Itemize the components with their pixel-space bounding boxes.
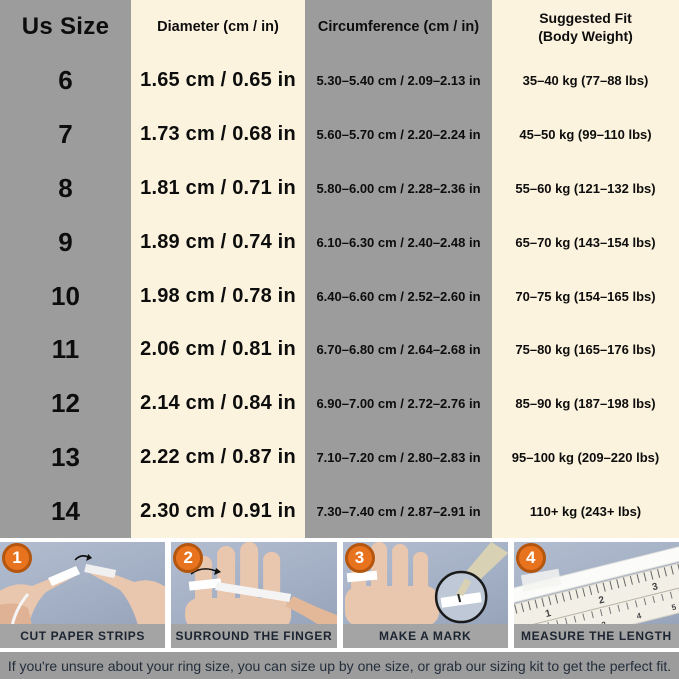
make-a-mark-illustration (344, 542, 508, 624)
hanging-strip-shape (10, 593, 30, 624)
mark-line (456, 593, 461, 603)
diameter-value: 1.73 cm / 0.68 in (140, 123, 296, 146)
step-number-badge: 1 (2, 543, 32, 573)
ruler-number: 4 (635, 611, 642, 621)
suggested-fit-value: 70–75 kg (154–165 lbs) (515, 288, 656, 304)
footer-note-text: If you're unsure about your ring size, y… (7, 657, 672, 674)
diameter-value: 1.89 cm / 0.74 in (140, 230, 296, 253)
finger-shape (391, 543, 408, 599)
suggested-fit-header-line1: Suggested Fit (539, 9, 632, 26)
ruler-number: 1 (544, 608, 552, 620)
column-header-us-size: Us Size (21, 13, 110, 40)
surround-the-finger-illustration (185, 542, 337, 624)
cut-paper-strips-illustration (0, 553, 166, 624)
step-caption: CUT PAPER STRIPS (0, 624, 166, 648)
column-header-diameter: Diameter (cm / in) (157, 19, 279, 35)
circumference-value: 7.10–7.20 cm / 2.80–2.83 in (316, 449, 481, 465)
us-size-value: 7 (58, 119, 73, 150)
suggested-fit-value: 55–60 kg (121–132 lbs) (515, 180, 656, 196)
column-circumference: Circumference (cm / in) 5.30–5.40 cm / 2… (305, 0, 492, 538)
us-size-value: 8 (58, 172, 73, 203)
fold-arrow-head (86, 553, 93, 561)
finger-shape (370, 542, 387, 599)
step-measure-the-length: 4 1 2 3 1 2 3 4 (513, 542, 679, 648)
ruler-number: 2 (597, 595, 605, 607)
pinching-hand-shape (285, 596, 337, 624)
wrap-strip-shape (346, 570, 377, 583)
us-size-value: 11 (51, 334, 80, 365)
us-size-value: 12 (51, 388, 80, 419)
column-us-size: Us Size 6 7 8 9 10 11 12 13 14 (0, 0, 131, 538)
paper-strip-right-shape (84, 563, 117, 578)
circumference-value: 6.10–6.30 cm / 2.40–2.48 in (316, 234, 481, 250)
wrap-strip-shape (188, 578, 222, 591)
magnified-strip-shape (440, 592, 482, 608)
circumference-value: 6.90–7.00 cm / 2.72–2.76 in (316, 396, 481, 412)
ruler-number: 5 (670, 602, 677, 612)
column-header-suggested-fit: Suggested Fit (Body Weight) (492, 0, 679, 54)
column-header-circumference: Circumference (cm / in) (317, 19, 480, 35)
diameter-value: 2.30 cm / 0.91 in (140, 499, 296, 522)
step-caption: SURROUND THE FINGER (171, 624, 337, 648)
circumference-value: 5.60–5.70 cm / 2.20–2.24 in (316, 127, 481, 143)
ruler-number: 3 (601, 620, 608, 624)
diameter-value: 1.81 cm / 0.71 in (140, 176, 296, 199)
rotate-arrow-head (214, 567, 222, 575)
circumference-value: 5.80–6.00 cm / 2.28–2.36 in (316, 180, 481, 196)
column-suggested-fit: Suggested Fit (Body Weight) 35–40 kg (77… (492, 0, 679, 538)
us-size-value: 10 (51, 280, 80, 311)
paper-strip-left-shape (48, 565, 81, 587)
hand-back-shape (344, 586, 439, 624)
circumference-value: 7.30–7.40 cm / 2.87–2.91 in (316, 503, 481, 519)
ruler-number: 3 (651, 581, 659, 593)
suggested-fit-value: 85–90 kg (187–198 lbs) (515, 396, 656, 412)
diameter-value: 2.14 cm / 0.84 in (140, 392, 296, 415)
loose-strip-shape (520, 568, 561, 592)
suggested-fit-value: 95–100 kg (209–220 lbs) (511, 449, 660, 465)
footer-note-bar: If you're unsure about your ring size, y… (0, 652, 679, 679)
circumference-value: 6.40–6.60 cm / 2.52–2.60 in (316, 288, 481, 304)
step-caption: MEASURE THE LENGTH (513, 624, 679, 648)
step-make-a-mark: 3 MAKE A MARK (342, 542, 508, 648)
suggested-fit-value: 75–80 kg (165–176 lbs) (515, 342, 656, 358)
us-size-value: 6 (58, 65, 73, 96)
suggested-fit-value: 65–70 kg (143–154 lbs) (515, 234, 656, 250)
suggested-fit-value: 110+ kg (243+ lbs) (529, 503, 642, 519)
step-1-photo (0, 542, 166, 624)
finger-shape (217, 545, 236, 613)
right-hand-shape (89, 568, 166, 624)
magnified-pen-tip (455, 577, 471, 597)
us-size-value: 14 (51, 495, 80, 526)
hand-back-shape (185, 598, 292, 624)
step-number-badge: 2 (173, 543, 204, 573)
suggested-fit-value: 45–50 kg (99–110 lbs) (519, 127, 652, 143)
us-size-value: 9 (58, 226, 73, 257)
diameter-value: 1.65 cm / 0.65 in (140, 69, 296, 92)
step-surround-the-finger: 2 SURROUND THE FINGER (171, 542, 337, 648)
strip-tail-shape (215, 581, 292, 603)
measure-the-length-illustration: 1 2 3 1 2 3 4 5 (513, 542, 679, 624)
ruler-midline (513, 577, 679, 624)
diameter-value: 1.98 cm / 0.78 in (140, 284, 296, 307)
diameter-value: 2.06 cm / 0.81 in (140, 338, 296, 361)
circumference-value: 5.30–5.40 cm / 2.09–2.13 in (316, 73, 481, 89)
diameter-value: 2.22 cm / 0.87 in (140, 445, 296, 468)
step-number-badge: 3 (344, 543, 375, 573)
suggested-fit-value: 35–40 kg (77–88 lbs) (522, 73, 649, 89)
paper-strip-shape (513, 542, 679, 611)
step-number-badge: 4 (515, 543, 546, 573)
step-caption: MAKE A MARK (342, 624, 508, 648)
suggested-fit-header-line2: (Body Weight) (538, 28, 633, 44)
circumference-value: 6.70–6.80 cm / 2.64–2.68 in (316, 342, 481, 358)
step-cut-paper-strips: 1 CUT PAPER STRIPS (0, 542, 166, 648)
us-size-value: 13 (51, 441, 80, 472)
column-diameter: Diameter (cm / in) 1.65 cm / 0.65 in 1.7… (131, 0, 305, 538)
ring-size-table: Us Size 6 7 8 9 10 11 12 13 14 Diameter … (0, 0, 679, 538)
measuring-steps: 1 CUT PAPER STRIPS 2 (0, 542, 679, 648)
